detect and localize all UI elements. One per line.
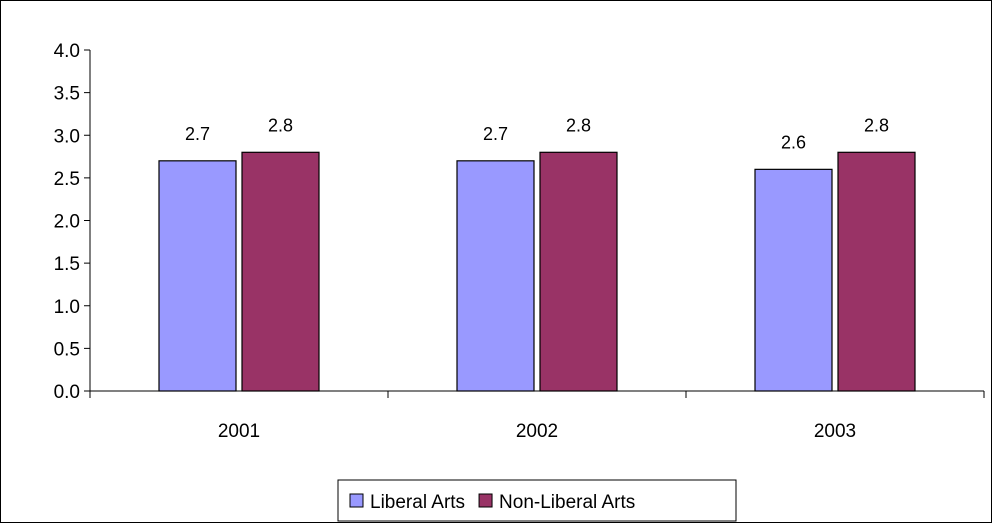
bar-value-label: 2.8 xyxy=(864,115,889,135)
y-tick-label: 2.0 xyxy=(54,212,80,233)
bar-value-label: 2.8 xyxy=(268,115,293,135)
bar xyxy=(539,151,618,392)
bar-value-label: 2.7 xyxy=(483,124,508,144)
y-tick-label: 4.0 xyxy=(54,41,80,62)
bar-value-label: 2.7 xyxy=(185,124,210,144)
bar xyxy=(158,160,237,392)
legend: Liberal Arts Non-Liberal Arts xyxy=(337,479,737,522)
legend-swatch xyxy=(349,493,364,508)
data-labels: 2.7 2.8 2.7 2.8 2.6 2.8 xyxy=(185,115,889,152)
legend-box xyxy=(337,479,737,522)
legend-swatch xyxy=(478,493,493,508)
y-tick-label: 1.0 xyxy=(54,297,80,318)
y-tick-label: 3.5 xyxy=(54,84,80,105)
y-tick-label: 2.5 xyxy=(54,169,80,190)
bar xyxy=(754,168,833,392)
legend-label: Non-Liberal Arts xyxy=(499,492,635,513)
y-tick-label: 3.0 xyxy=(54,126,80,147)
y-tick-label: 0.0 xyxy=(54,382,80,403)
x-axis: 2001 2002 2003 xyxy=(89,390,985,442)
x-category-label: 2001 xyxy=(218,421,260,442)
bar xyxy=(456,160,535,392)
x-category-label: 2002 xyxy=(516,421,558,442)
bar-value-label: 2.6 xyxy=(781,132,806,152)
bars xyxy=(158,151,916,392)
y-axis: 0.0 0.5 1.0 1.5 2.0 2.5 3.0 3.5 4.0 xyxy=(54,41,91,403)
y-tick-label: 1.5 xyxy=(54,254,80,275)
y-tick-label: 0.5 xyxy=(54,339,80,360)
bar-value-label: 2.8 xyxy=(566,115,591,135)
x-category-label: 2003 xyxy=(814,421,856,442)
bar xyxy=(837,151,916,392)
legend-label: Liberal Arts xyxy=(370,492,465,513)
bar xyxy=(241,151,320,392)
